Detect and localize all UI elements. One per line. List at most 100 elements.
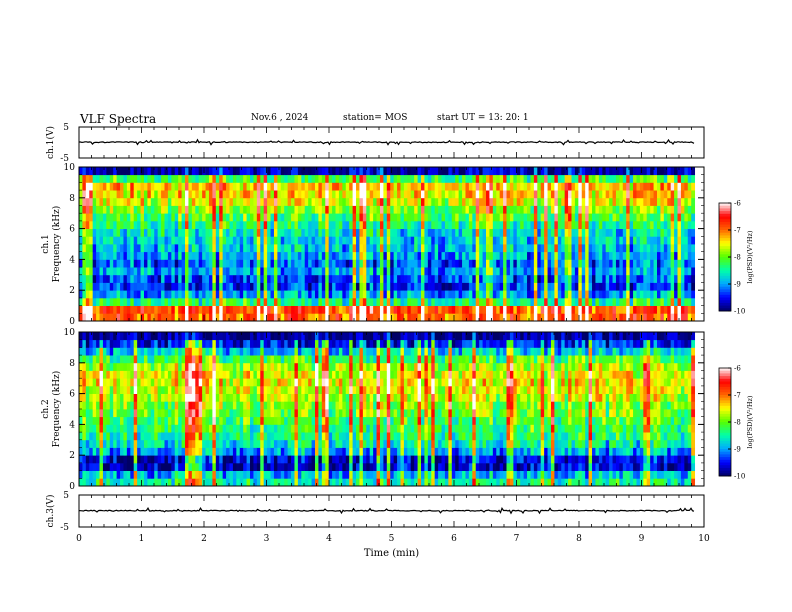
spectrogram-cell: [486, 274, 490, 283]
spectrogram-cell: [403, 167, 408, 176]
spectrogram-cell: [677, 305, 682, 314]
spectrogram-cell: [102, 462, 107, 471]
spectrogram-cell: [253, 362, 258, 371]
spectrogram-cell: [615, 313, 620, 322]
spectrogram-cell: [174, 174, 179, 183]
spectrogram-cell: [335, 220, 340, 229]
spectrogram-cell: [571, 213, 576, 222]
spectrogram-cell: [284, 274, 289, 283]
spectrogram-cell: [574, 174, 579, 183]
spectrogram-cell: [195, 305, 200, 314]
spectrogram-cell: [243, 228, 247, 237]
spectrogram-cell: [270, 290, 275, 299]
spectrogram-cell: [547, 297, 552, 306]
spectrogram-cell: [171, 190, 176, 199]
spectrogram-cell: [421, 174, 425, 183]
spectrogram-cell: [421, 213, 425, 222]
spectrogram-cell: [164, 236, 169, 245]
spectrogram-cell: [161, 297, 165, 306]
spectrogram-cell: [482, 251, 487, 260]
spectrogram-cell: [147, 274, 152, 283]
spectrogram-cell: [178, 355, 182, 364]
spectrogram-cell: [106, 378, 111, 387]
spectrogram-cell: [89, 251, 94, 260]
spectrogram-cell: [120, 290, 124, 299]
spectrogram-cell: [349, 174, 354, 183]
spectrogram-cell: [352, 205, 357, 214]
spectrogram-cell: [267, 290, 271, 299]
spectrogram-cell: [349, 228, 354, 237]
spectrogram-cell: [79, 393, 83, 402]
spectrogram-cell: [468, 244, 473, 253]
spectrogram-cell: [157, 251, 162, 260]
spectrogram-cell: [79, 455, 83, 464]
spectrogram-cell: [246, 462, 251, 471]
spectrogram-cell: [622, 197, 627, 206]
spectrogram-cell: [332, 274, 336, 283]
spectrogram-cell: [294, 213, 299, 222]
spectrogram-cell: [523, 297, 528, 306]
spectrogram-cell: [236, 478, 241, 487]
spectrogram-cell: [462, 282, 466, 291]
spectrogram-cell: [164, 393, 169, 402]
spectrogram-cell: [208, 190, 213, 199]
spectrogram-cell: [475, 297, 480, 306]
spectrogram-cell: [581, 167, 586, 176]
spectrogram-cell: [431, 174, 436, 183]
spectrogram-cell: [92, 251, 97, 260]
spectrogram-cell: [294, 313, 299, 322]
spectrogram-cell: [345, 267, 350, 276]
spectrogram-cell: [414, 274, 418, 283]
spectrogram-cell: [660, 244, 665, 253]
spectrogram-cell: [232, 213, 237, 222]
spectrogram-cell: [561, 205, 566, 214]
spectrogram-cell: [622, 282, 627, 291]
spectrogram-cell: [150, 167, 155, 176]
spectrogram-cell: [205, 244, 210, 253]
spectrogram-cell: [619, 259, 624, 268]
spectrogram-cell: [229, 205, 234, 214]
spectrogram-cell: [311, 182, 316, 191]
spectrogram-cell: [660, 282, 665, 291]
spectrogram-cell: [256, 197, 261, 206]
spectrogram-cell: [687, 282, 692, 291]
spectrogram-cell: [232, 220, 237, 229]
spectrogram-cell: [205, 385, 210, 394]
spectrogram-cell: [390, 267, 395, 276]
spectrogram-cell: [89, 470, 94, 479]
spectrogram-cell: [492, 305, 497, 314]
spectrogram-cell: [205, 313, 210, 322]
spectrogram-cell: [116, 355, 121, 364]
spectrogram-cell: [147, 290, 152, 299]
spectrogram-cell: [205, 282, 210, 291]
spectrogram-cell: [130, 251, 135, 260]
spectrogram-cell: [82, 478, 87, 487]
spectrogram-cell: [537, 167, 542, 176]
spectrogram-cell: [205, 274, 210, 283]
spectrogram-cell: [226, 409, 230, 418]
spectrogram-cell: [639, 267, 644, 276]
spectrogram-cell: [85, 290, 90, 299]
spectrogram-cell: [622, 305, 627, 314]
spectrogram-cell: [154, 393, 159, 402]
spectrogram-cell: [102, 362, 107, 371]
spectrogram-cell: [154, 462, 159, 471]
spectrogram-cell: [379, 244, 384, 253]
spectrogram-cell: [448, 182, 453, 191]
spectrogram-cell: [96, 447, 100, 456]
spectrogram-cell: [311, 236, 316, 245]
spectrogram-cell: [89, 305, 94, 314]
spectrogram-cell: [178, 455, 182, 464]
spectrogram-cell: [472, 305, 477, 314]
spectrogram-cell: [646, 182, 651, 191]
spectrogram-cell: [256, 447, 261, 456]
spectrogram-cell: [338, 259, 343, 268]
spectrogram-cell: [359, 205, 364, 214]
spectrogram-cell: [260, 462, 265, 471]
spectrogram-cell: [89, 462, 94, 471]
spectrogram-cell: [291, 305, 295, 314]
spectrogram-cell: [277, 213, 282, 222]
spectrogram-cell: [222, 182, 227, 191]
spectrogram-cell: [691, 313, 696, 322]
spectrogram-cell: [527, 297, 531, 306]
